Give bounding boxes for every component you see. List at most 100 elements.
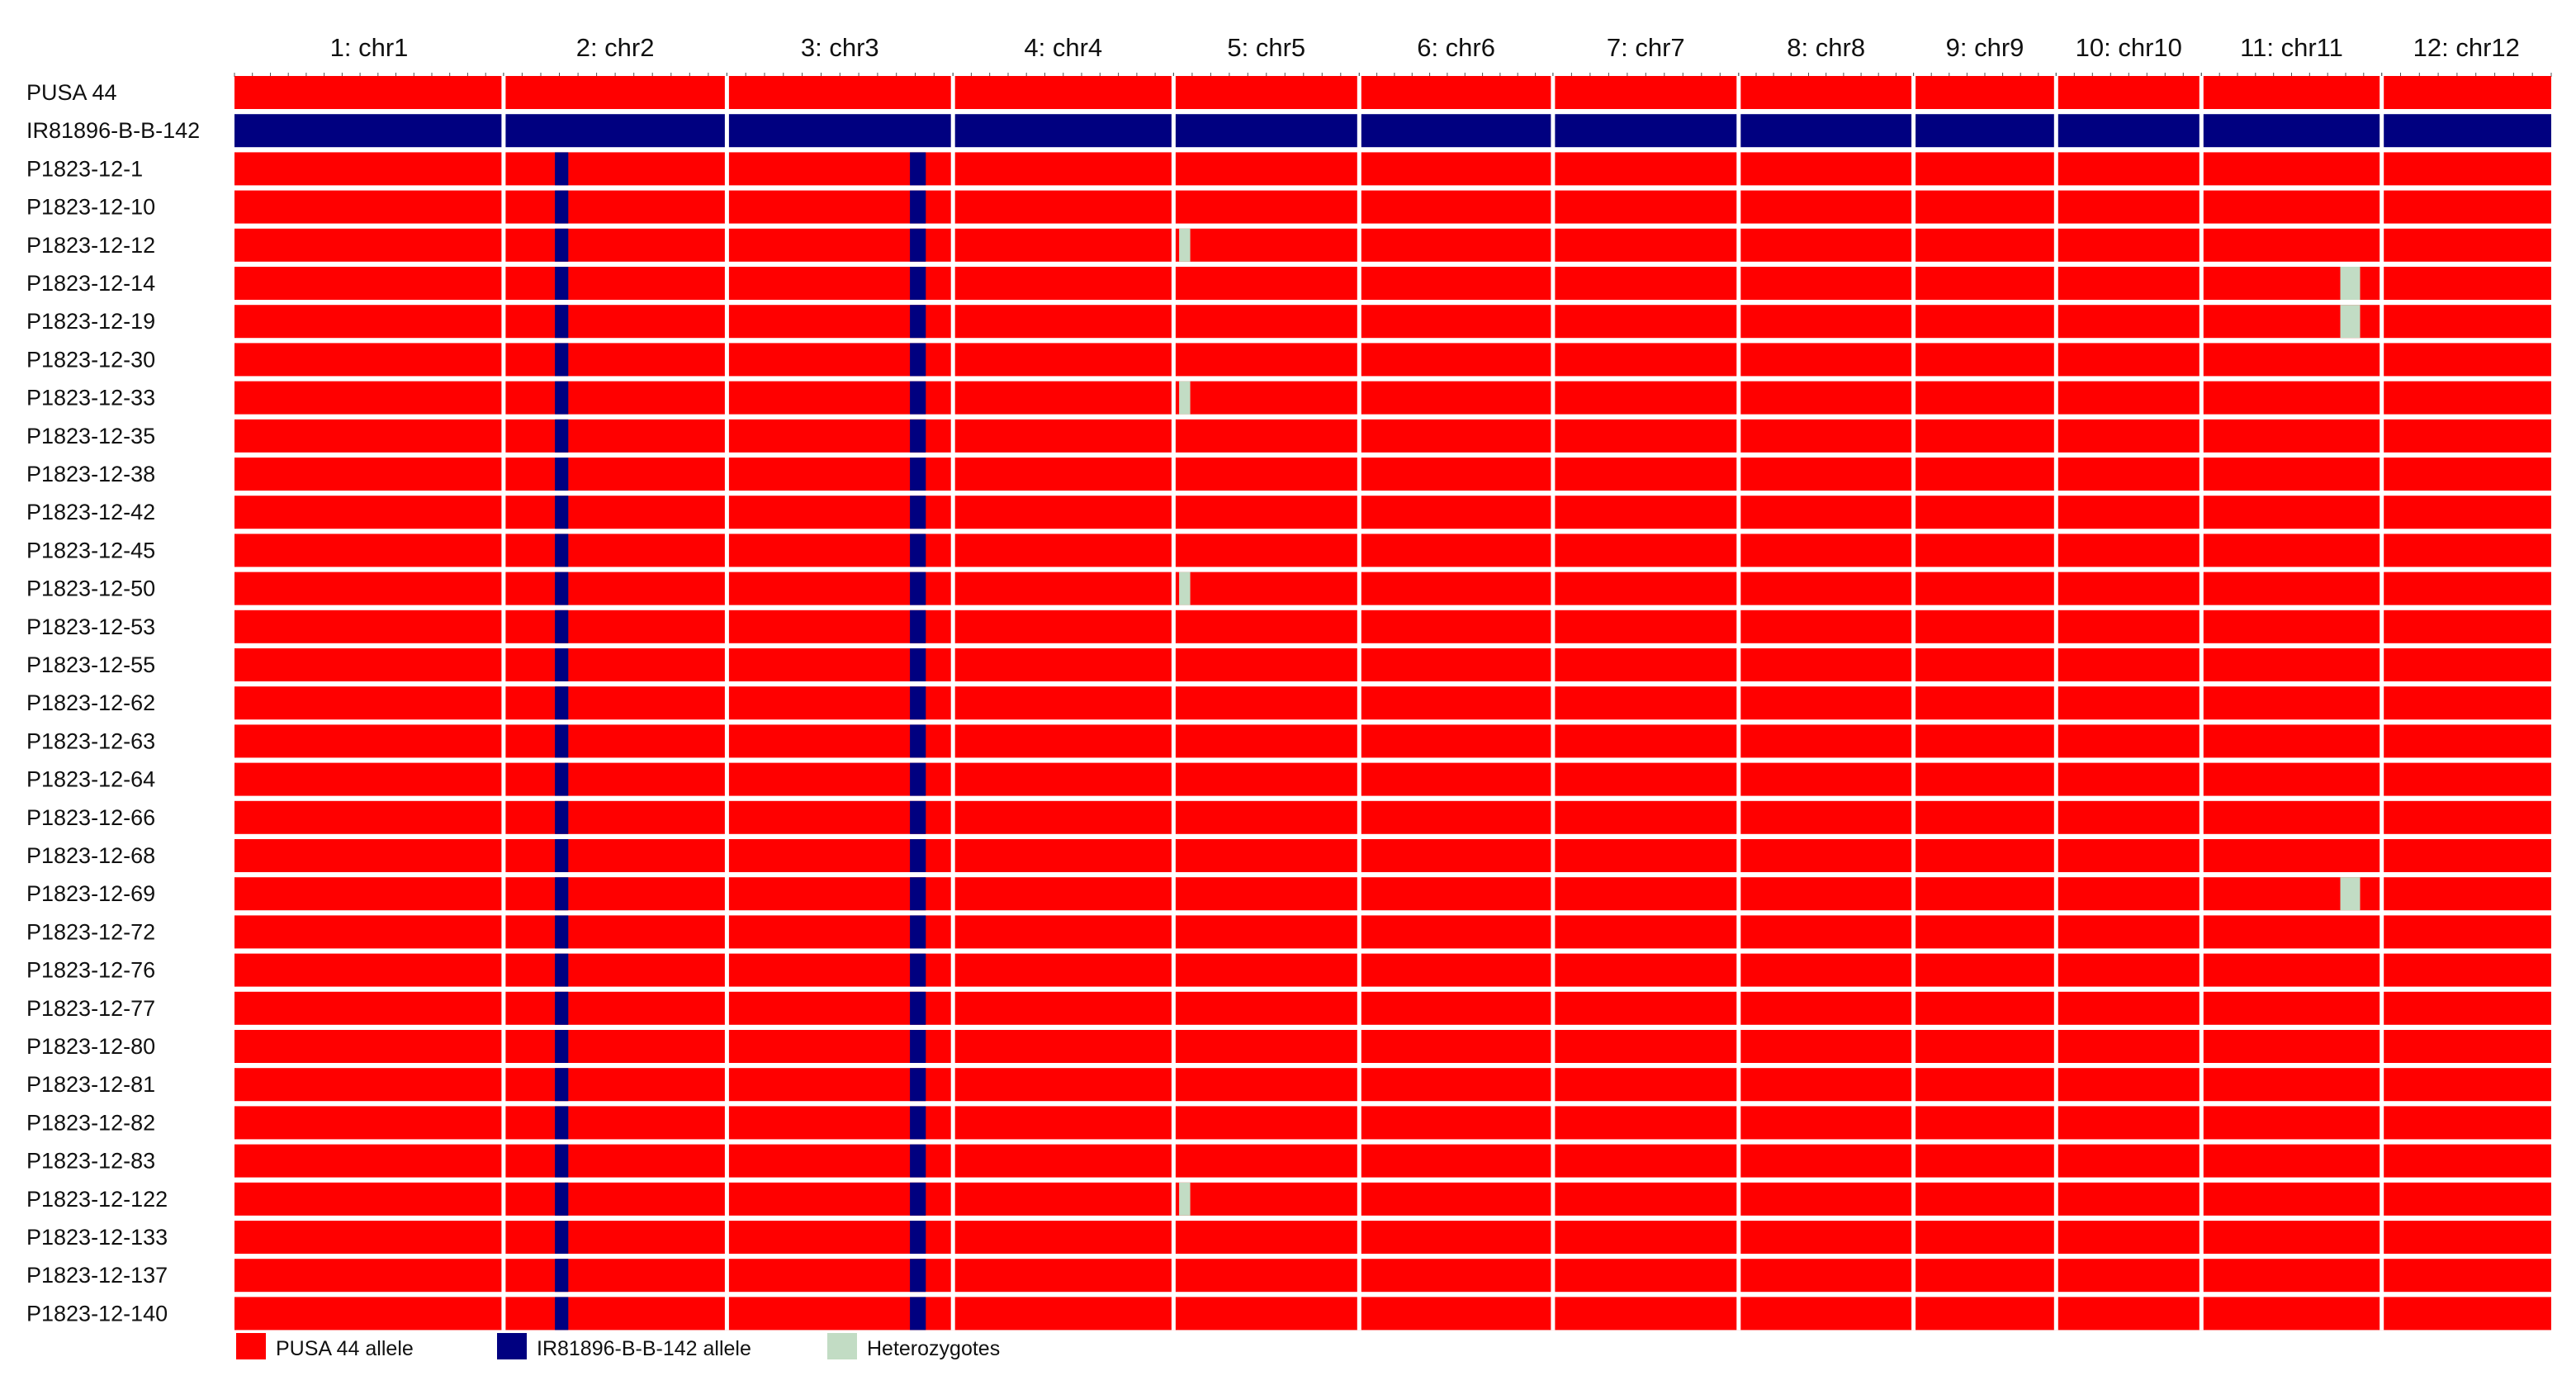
sample-label: P1823-12-69: [26, 881, 155, 906]
genotype-cell: [953, 839, 1174, 872]
genotype-cell: [1552, 1182, 1739, 1216]
genotype-cell: [2201, 1221, 2382, 1254]
genotype-cell: [1738, 1182, 1914, 1216]
genotype-cell: [1738, 496, 1914, 529]
genotype-cell: [1552, 991, 1739, 1025]
chromosome-separator: [950, 76, 955, 1331]
genotype-cell: [2056, 305, 2202, 339]
chromosome-separator: [1736, 76, 1741, 1331]
donor-introgression: [910, 419, 926, 453]
genotype-cell: [1552, 572, 1739, 605]
genotype-cell: [2381, 572, 2551, 605]
donor-introgression: [555, 190, 569, 224]
genotype-cell: [503, 1221, 727, 1254]
genotype-cell: [2201, 228, 2382, 262]
chromosome-separator: [2379, 76, 2384, 1331]
genotype-cell: [1913, 152, 2057, 186]
genotype-cell: [1913, 1030, 2057, 1063]
donor-introgression: [555, 267, 569, 300]
sample-label: P1823-12-77: [26, 996, 155, 1021]
genotype-cell: [2381, 534, 2551, 567]
genotype-cell: [1552, 1144, 1739, 1178]
genotype-cell: [1738, 1259, 1914, 1293]
genotype-cell: [1552, 343, 1739, 377]
sample-label: P1823-12-33: [26, 386, 155, 410]
genotype-cell: [1359, 114, 1553, 148]
genotype-cell: [2201, 572, 2382, 605]
donor-introgression: [555, 1221, 569, 1254]
sample-label: P1823-12-133: [26, 1225, 168, 1250]
sample-label: P1823-12-14: [26, 271, 155, 296]
genotype-cell: [1738, 991, 1914, 1025]
genotype-cell: [2056, 1144, 2202, 1178]
genotype-cell: [1359, 1144, 1553, 1178]
genotype-cell: [727, 76, 954, 109]
genotype-cell: [1173, 305, 1360, 339]
genotype-cell: [1913, 114, 2057, 148]
genotype-cell: [1173, 953, 1360, 987]
genotype-cell: [2056, 1030, 2202, 1063]
legend: PUSA 44 allele IR81896-B-B-142 allele Hete…: [236, 1333, 1000, 1360]
donor-introgression: [555, 1259, 569, 1293]
genotype-cell: [1173, 1106, 1360, 1140]
sample-labels: PUSA 44 IR81896-B-B-142 P1823-12-1 P1823-12…: [26, 80, 200, 1326]
donor-introgression: [910, 724, 926, 758]
genotype-cell: [1173, 228, 1360, 262]
genotype-cell: [1173, 190, 1360, 224]
genotype-cell: [953, 686, 1174, 720]
genotype-cell: [503, 1106, 727, 1140]
genotype-cell: [1359, 877, 1553, 911]
genotype-cell: [1552, 1068, 1739, 1102]
genotype-cell: [2201, 610, 2382, 643]
legend-swatch: [827, 1333, 857, 1359]
genotype-cell: [953, 114, 1174, 148]
genotype-cell: [953, 1030, 1174, 1063]
genotype-cell: [1359, 762, 1553, 796]
donor-introgression: [555, 762, 569, 796]
genotype-cell: [2056, 76, 2202, 109]
chromosome-label: 6: chr6: [1417, 33, 1495, 62]
genotype-cell: [2381, 1144, 2551, 1178]
sample-label: P1823-12-76: [26, 958, 155, 983]
genotype-cell: [1913, 1182, 2057, 1216]
donor-introgression: [910, 839, 926, 872]
genotype-cell: [2201, 381, 2382, 415]
donor-introgression: [555, 686, 569, 720]
sample-label: P1823-12-38: [26, 462, 155, 486]
genotype-cell: [1552, 419, 1739, 453]
genotype-cell: [234, 190, 504, 224]
heterozygous-segment: [1179, 228, 1191, 262]
genotype-cell: [1173, 1030, 1360, 1063]
genotype-cell: [503, 1068, 727, 1102]
genotype-cell: [1359, 610, 1553, 643]
chromosome-separator: [2053, 76, 2058, 1331]
genotype-cell: [953, 800, 1174, 834]
genotype-cell: [1173, 572, 1360, 605]
donor-introgression: [910, 800, 926, 834]
genotype-cell: [2056, 114, 2202, 148]
genotype-cell: [234, 686, 504, 720]
genotype-cell: [953, 1221, 1174, 1254]
genotype-cell: [234, 1259, 504, 1293]
sample-label: P1823-12-72: [26, 919, 155, 944]
genotype-cell: [2056, 800, 2202, 834]
sample-label: P1823-12-63: [26, 728, 155, 753]
genotype-cell: [2381, 1221, 2551, 1254]
genotype-cell: [1173, 496, 1360, 529]
genotype-cell: [1359, 1106, 1553, 1140]
genotype-cell: [1173, 991, 1360, 1025]
genotype-cell: [1552, 610, 1739, 643]
donor-introgression: [910, 458, 926, 491]
genotype-cell: [2381, 800, 2551, 834]
genotype-cell: [503, 991, 727, 1025]
genotype-cell: [2056, 1259, 2202, 1293]
genotype-cell: [1913, 534, 2057, 567]
genotype-cell: [2201, 76, 2382, 109]
genotype-cell: [2056, 610, 2202, 643]
genotype-cell: [1738, 648, 1914, 681]
genotype-cell: [2201, 1030, 2382, 1063]
genotype-cell: [2201, 1068, 2382, 1102]
chromosome-separator: [1171, 76, 1176, 1331]
donor-introgression: [910, 1144, 926, 1178]
genotype-cell: [234, 800, 504, 834]
